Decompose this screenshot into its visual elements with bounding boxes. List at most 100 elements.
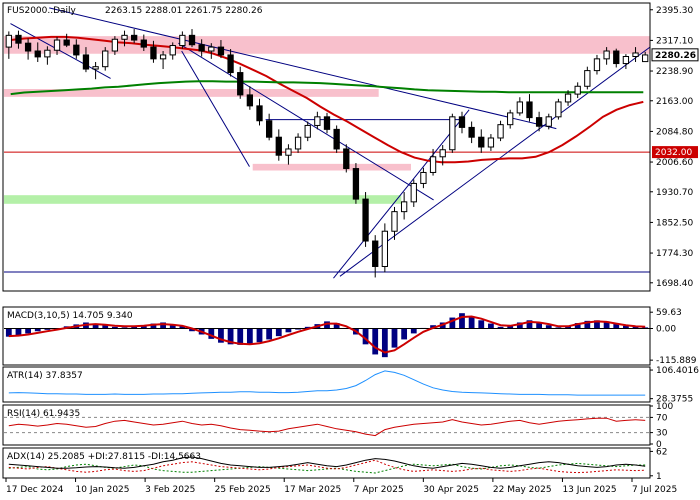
adx-panel: 62 1 ADX(14) 25.2085 +DI:27.8115 -DI:14.5… <box>2 447 667 482</box>
macd-bar-48 <box>468 316 475 329</box>
macd-panel: 59.63 0.00 -115.889 MACD(3,10,5) 14.705 9.… <box>2 306 697 366</box>
macd-bar-64 <box>623 325 629 329</box>
candle-9 <box>92 61 99 80</box>
candle-body <box>159 54 167 60</box>
candle-2 <box>24 38 32 60</box>
macd-bar-66 <box>642 327 649 329</box>
macd-bar-16 <box>160 322 166 329</box>
adx-axis: 62 1 <box>650 447 667 482</box>
candle-body <box>102 50 109 68</box>
candle-62 <box>603 47 610 65</box>
price-tick-label-4: 2084.80 <box>656 127 693 137</box>
candle-body <box>400 201 408 213</box>
atr-title: ATR(14) 37.8357 <box>7 371 83 381</box>
macd-bar-34 <box>333 323 340 329</box>
price-panel: 2395.30 2317.10 2238.90 2163.00 2084.80 2006.… <box>2 2 699 292</box>
candle-body <box>314 116 321 126</box>
macd-tick-label-1: 0.00 <box>656 324 676 334</box>
macd-bar-27 <box>266 328 273 340</box>
macd-bar-50 <box>488 323 494 329</box>
price-tick-label-5: 2006.60 <box>656 158 693 168</box>
macd-bar-12 <box>121 327 128 329</box>
candle-body <box>24 42 32 52</box>
candle-body <box>497 124 504 139</box>
candle-body <box>507 112 514 126</box>
rsi-line <box>8 417 646 437</box>
macd-bar-41 <box>401 328 408 340</box>
adx-tick-label-0: 62 <box>656 447 667 457</box>
macd-bar-14 <box>140 325 147 329</box>
candle-body <box>642 54 649 63</box>
macd-bar-54 <box>526 320 533 329</box>
zone-2 <box>252 163 411 171</box>
zones <box>4 36 650 204</box>
candle-52 <box>507 109 514 129</box>
moving-average-line-1 <box>10 80 644 96</box>
minus-di-line <box>8 459 646 474</box>
candle-body <box>121 34 128 40</box>
macd-bar-38 <box>372 328 379 355</box>
macd-bar-58 <box>565 326 571 329</box>
candle-41 <box>400 192 408 220</box>
date-axis: 17 Dec 2024 10 Jan 2025 3 Feb 2025 25 Feb 2… <box>5 478 677 495</box>
candle-body <box>198 44 205 52</box>
trendline-5 <box>339 46 651 277</box>
candle-0 <box>5 31 12 59</box>
macd-bar-21 <box>208 328 215 339</box>
macd-bar-29 <box>285 328 292 333</box>
candle-body <box>613 50 620 65</box>
macd-bar-28 <box>275 328 282 337</box>
candle-body <box>246 94 254 107</box>
candle-body <box>15 34 22 44</box>
macd-bar-0 <box>5 328 12 337</box>
macd-bar-19 <box>189 328 195 332</box>
candle-body <box>410 182 417 203</box>
candle-26 <box>256 98 263 126</box>
price-tick-label-9: 1698.40 <box>656 279 693 289</box>
candle-47 <box>458 111 466 134</box>
macd-bar-47 <box>459 313 465 329</box>
candle-51 <box>497 120 504 142</box>
plus-di-line <box>8 462 646 474</box>
candle-body <box>237 72 244 96</box>
candle-37 <box>362 192 369 247</box>
trendline-2 <box>178 42 434 201</box>
candle-11 <box>111 36 119 55</box>
candle-body <box>275 136 282 156</box>
macd-bar-61 <box>594 320 600 329</box>
macd-axis: 59.63 0.00 -115.889 <box>650 308 697 366</box>
candle-body <box>53 39 61 51</box>
candle-12 <box>121 30 128 47</box>
candle-body <box>92 66 99 70</box>
macd-bar-11 <box>111 326 118 329</box>
level-marker-label: 2032.00 <box>655 148 692 158</box>
candle-19 <box>188 29 196 48</box>
macd-bar-55 <box>536 322 543 329</box>
candle-body <box>622 55 630 65</box>
zone-1 <box>4 89 379 97</box>
date-tick-label-3: 25 Feb 2025 <box>215 485 271 495</box>
candle-body <box>63 39 70 46</box>
macd-tick-label-0: 59.63 <box>656 308 682 318</box>
price-tick-label-2: 2238.90 <box>656 67 693 77</box>
candle-16 <box>159 51 167 70</box>
macd-bar-44 <box>430 325 436 329</box>
candle-body <box>5 34 12 48</box>
candle-33 <box>323 112 331 134</box>
horizontal-levels <box>4 119 650 273</box>
candle-57 <box>555 98 562 120</box>
candle-66 <box>642 51 649 63</box>
macd-bar-37 <box>362 328 369 345</box>
candle-body <box>372 240 379 267</box>
candle-21 <box>208 43 215 59</box>
candle-body <box>208 46 215 52</box>
candle-60 <box>584 66 591 90</box>
candle-body <box>381 230 389 267</box>
date-tick-label-5: 7 Apr 2025 <box>354 485 404 495</box>
candle-38 <box>372 235 379 278</box>
macd-bar-26 <box>256 328 263 343</box>
candle-body <box>304 124 311 138</box>
macd-bar-25 <box>246 328 253 345</box>
atr-line <box>8 370 646 396</box>
